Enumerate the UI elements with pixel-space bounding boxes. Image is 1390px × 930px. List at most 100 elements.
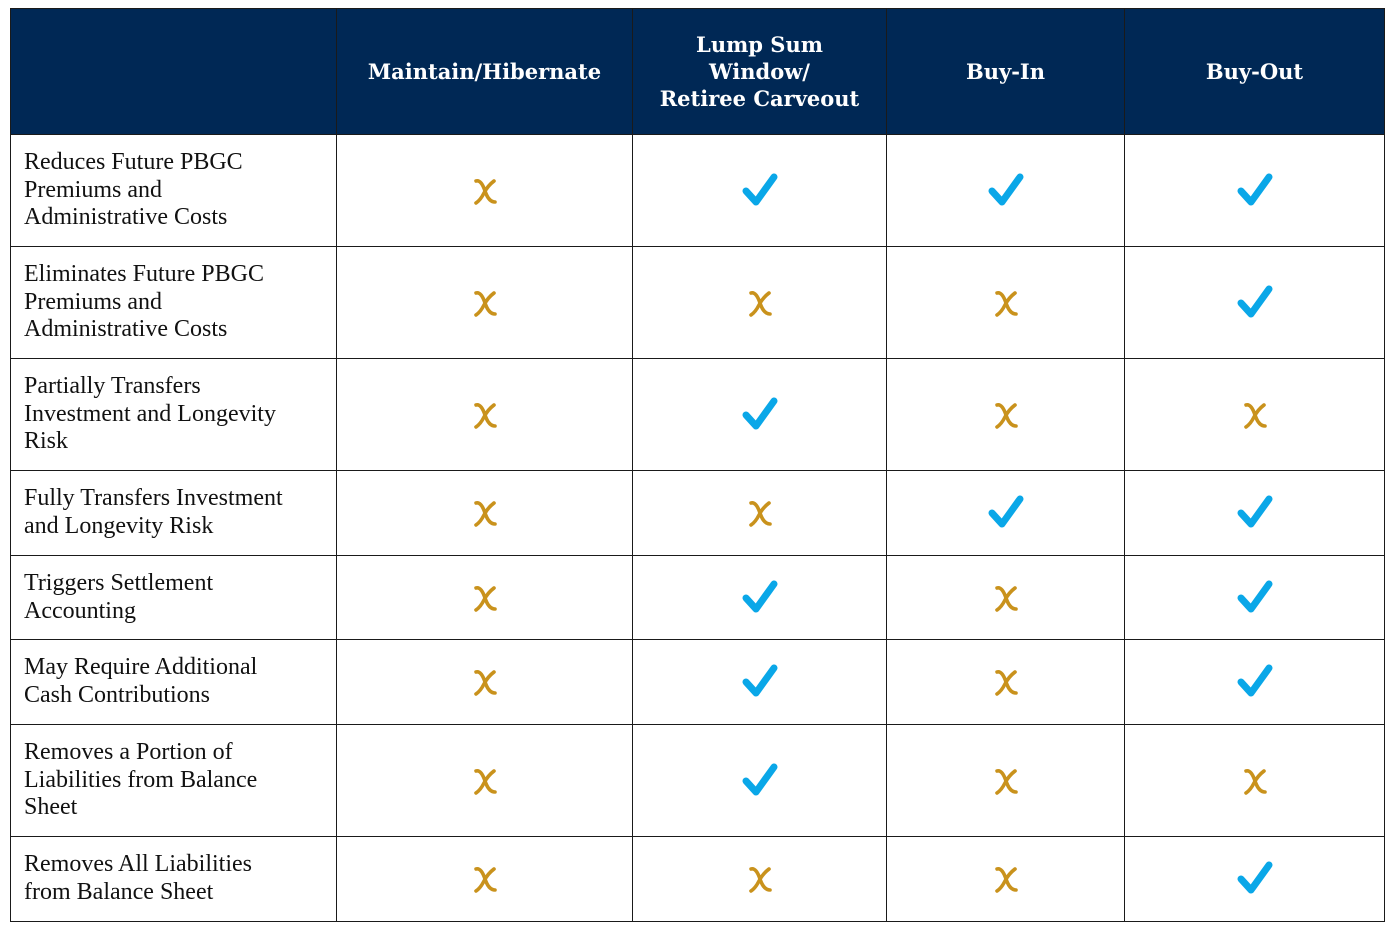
table-row: Triggers Settlement Accounting <box>10 555 1385 640</box>
row-label-text: Investment and Longevity <box>24 400 276 427</box>
header-corner-cell <box>10 8 337 135</box>
row-label-text: Sheet <box>24 794 78 820</box>
cell-no <box>886 246 1125 359</box>
row-label: Partially Transfers Investment and Longev… <box>10 358 337 471</box>
row-label-text: Premiums and <box>24 288 162 315</box>
x-icon <box>748 501 772 527</box>
check-icon <box>742 763 777 795</box>
cell-no <box>632 246 887 359</box>
check-icon <box>742 664 777 697</box>
cell-yes <box>1124 555 1385 640</box>
column-header-text: Retiree Carveout <box>659 86 860 111</box>
x-icon <box>473 585 497 612</box>
cell-no <box>336 470 633 556</box>
cell-no <box>336 555 633 640</box>
table-row: Partially Transfers Investment and Longev… <box>10 358 1385 471</box>
column-header: Buy-Out <box>1124 8 1385 135</box>
check-icon <box>1237 495 1272 528</box>
row-label-text: Fully Transfers Investment <box>24 485 283 511</box>
row-label: Removes a Portion of Liabilities from Bal… <box>10 724 337 837</box>
comparison-table: Maintain/Hibernate Lump Sum Window/Retiree… <box>10 8 1385 922</box>
x-icon <box>473 290 497 317</box>
column-header: Maintain/Hibernate <box>336 8 633 135</box>
row-label: May Require Additional Cash Contributions <box>10 639 337 725</box>
column-header-text: Buy-Out <box>1205 59 1304 84</box>
cell-no <box>886 724 1125 837</box>
column-header: Lump Sum Window/Retiree Carveout <box>632 8 887 135</box>
x-icon <box>994 867 1018 893</box>
cell-yes <box>1124 639 1385 725</box>
check-icon <box>988 173 1023 205</box>
cell-no <box>336 246 633 359</box>
x-icon <box>994 768 1018 795</box>
x-icon <box>1243 768 1267 795</box>
check-icon <box>742 580 777 612</box>
row-label-text: and Longevity Risk <box>24 512 214 539</box>
table-body: Reduces Future PBGC Premiums and Administr… <box>10 134 1385 922</box>
row-label-text: Partially Transfers <box>24 373 201 399</box>
table-row: Fully Transfers Investment and Longevity … <box>10 470 1385 556</box>
cell-no <box>886 555 1125 640</box>
cell-yes <box>632 358 887 471</box>
cell-no <box>336 358 633 471</box>
x-icon <box>994 290 1018 317</box>
check-icon <box>988 495 1023 528</box>
row-label-text: Cash Contributions <box>24 681 211 708</box>
column-header: Buy-In <box>886 8 1125 135</box>
row-label: Eliminates Future PBGC Premiums and Admini… <box>10 246 337 359</box>
column-header-text: Maintain/Hibernate <box>367 59 602 84</box>
row-label-text: Removes a Portion of <box>24 739 233 765</box>
cell-yes <box>886 470 1125 556</box>
cell-yes <box>1124 246 1385 359</box>
x-icon <box>473 768 497 795</box>
x-icon <box>994 670 1018 696</box>
row-label-text: Risk <box>24 428 69 454</box>
check-icon <box>1237 861 1272 894</box>
row-label-text: Triggers Settlement <box>24 570 214 596</box>
cell-yes <box>1124 470 1385 556</box>
table-row: Removes a Portion of Liabilities from Bal… <box>10 724 1385 837</box>
column-header-text: Buy-In <box>965 59 1046 84</box>
row-label-text: May Require Additional <box>24 654 258 680</box>
cell-yes <box>886 134 1125 247</box>
check-icon <box>742 397 777 429</box>
check-icon <box>1237 580 1272 612</box>
table-row: May Require Additional Cash Contributions <box>10 639 1385 725</box>
row-label-text: Reduces Future PBGC <box>24 149 243 175</box>
x-icon <box>994 402 1018 429</box>
row-label: Triggers Settlement Accounting <box>10 555 337 640</box>
row-label-text: Removes All Liabilities <box>24 851 252 877</box>
x-icon <box>473 402 497 429</box>
cell-no <box>336 836 633 922</box>
column-header-text: Window/ <box>709 59 810 84</box>
x-icon <box>994 585 1018 612</box>
row-label-text: Premiums and <box>24 176 162 203</box>
cell-yes <box>632 724 887 837</box>
cell-no <box>886 836 1125 922</box>
x-icon <box>1243 402 1267 429</box>
x-icon <box>473 178 497 205</box>
table-row: Eliminates Future PBGC Premiums and Admini… <box>10 246 1385 359</box>
check-icon <box>1237 285 1272 317</box>
row-label-text: Accounting <box>24 597 136 624</box>
cell-no <box>886 639 1125 725</box>
table-header: Maintain/Hibernate Lump Sum Window/Retiree… <box>10 8 1385 135</box>
x-icon <box>748 290 772 317</box>
row-label-text: Liabilities from Balance <box>24 766 258 793</box>
row-label-text: Eliminates Future PBGC <box>24 261 264 287</box>
cell-no <box>632 470 887 556</box>
cell-yes <box>1124 836 1385 922</box>
cell-no <box>1124 358 1385 471</box>
table-row: Reduces Future PBGC Premiums and Administr… <box>10 134 1385 247</box>
row-label-text: Administrative Costs <box>24 316 228 342</box>
cell-no <box>336 134 633 247</box>
cell-no <box>1124 724 1385 837</box>
cell-no <box>886 358 1125 471</box>
x-icon <box>473 867 497 893</box>
header-row: Maintain/Hibernate Lump Sum Window/Retiree… <box>10 8 1385 135</box>
row-label: Reduces Future PBGC Premiums and Administr… <box>10 134 337 247</box>
row-label-text: Administrative Costs <box>24 204 228 230</box>
row-label: Removes All Liabilities from Balance Shee… <box>10 836 337 922</box>
x-icon <box>473 501 497 527</box>
column-header-text: Lump Sum <box>696 32 823 57</box>
